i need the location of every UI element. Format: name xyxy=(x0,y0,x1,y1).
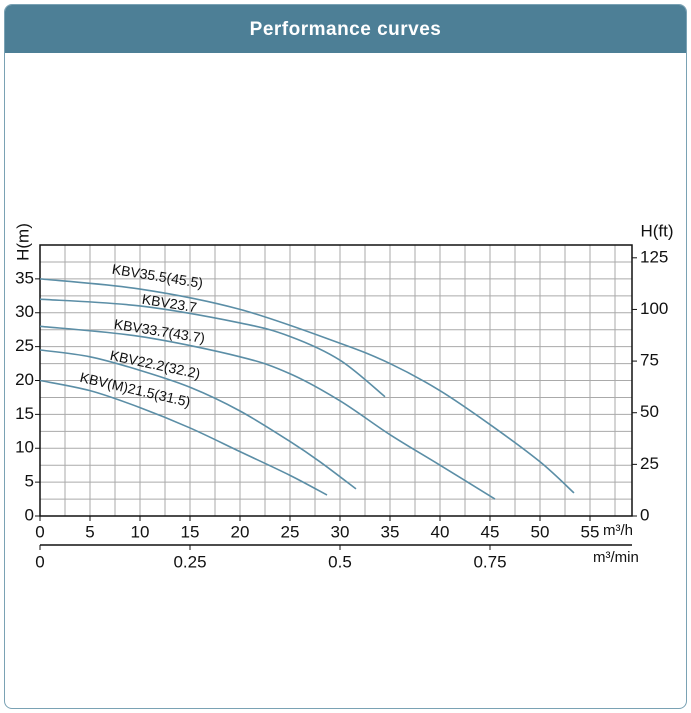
header-title: Performance curves xyxy=(5,5,686,53)
y-tick-label: 0 xyxy=(25,505,34,524)
x-tick-label: 50 xyxy=(531,522,550,541)
x-tick-label: 55 xyxy=(581,522,600,541)
x-tick-label: 35 xyxy=(381,522,400,541)
x-tick-label: 20 xyxy=(231,522,250,541)
curve xyxy=(39,278,575,494)
curve xyxy=(39,379,328,496)
x2-tick-label: 0.5 xyxy=(328,552,352,571)
curve-label: KBV33.7(43.7) xyxy=(113,316,206,346)
curve-label: KBV22.2(32.2) xyxy=(109,347,202,382)
x-tick-label: 5 xyxy=(85,522,94,541)
panel: Performance curves xyxy=(4,4,687,709)
curve xyxy=(39,349,357,490)
x-tick-label: 10 xyxy=(131,522,150,541)
x-tick-label: 40 xyxy=(431,522,450,541)
x-tick-label: 15 xyxy=(181,522,200,541)
y2-tick-label: 25 xyxy=(640,454,659,473)
y-tick-label: 25 xyxy=(15,336,34,355)
x-tick-label: 0 xyxy=(35,522,44,541)
x-tick-label: 25 xyxy=(281,522,300,541)
x2-tick-label: 0.75 xyxy=(473,552,506,571)
y2-tick-label: 50 xyxy=(640,402,659,421)
y-axis-label: H(m) xyxy=(13,223,32,261)
x2-axis-label: m³/min xyxy=(593,549,639,566)
y2-tick-label: 125 xyxy=(640,247,668,266)
y-tick-label: 35 xyxy=(15,268,34,287)
x2-tick-label: 0 xyxy=(35,552,44,571)
x-tick-label: 30 xyxy=(331,522,350,541)
y-tick-label: 5 xyxy=(25,472,34,491)
y2-tick-label: 0 xyxy=(640,505,649,524)
y-tick-label: 15 xyxy=(15,404,34,423)
y2-tick-label: 75 xyxy=(640,351,659,370)
y-tick-label: 10 xyxy=(15,438,34,457)
curve xyxy=(39,298,386,398)
x-axis-label: m³/h xyxy=(603,522,633,539)
x2-tick-label: 0.25 xyxy=(173,552,206,571)
y2-axis-label: H(ft) xyxy=(640,221,673,240)
y-tick-label: 30 xyxy=(15,302,34,321)
x-tick-label: 45 xyxy=(481,522,500,541)
y2-tick-label: 100 xyxy=(640,299,668,318)
curve xyxy=(39,325,496,500)
y-tick-label: 20 xyxy=(15,370,34,389)
